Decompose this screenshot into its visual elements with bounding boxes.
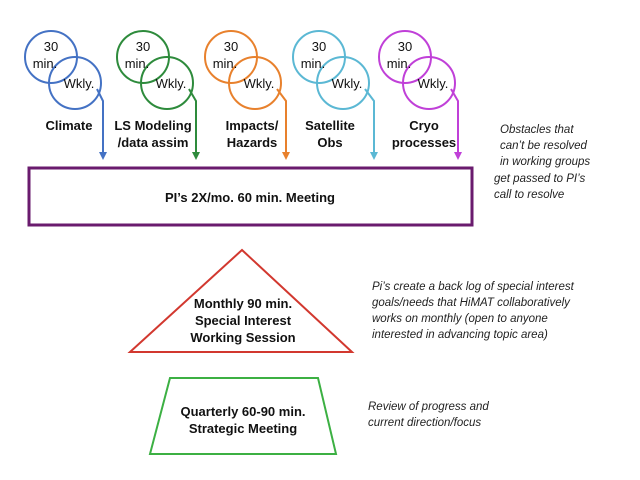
working-group-2: 30 min. Wkly. LS Modeling/data assim xyxy=(114,30,200,160)
obstacles-note-line-5: call to resolve xyxy=(494,189,564,201)
special-interest-triangle xyxy=(127,248,355,353)
frequency-bottom-3: Wkly. xyxy=(244,76,275,91)
pi-meeting-label: PI’s 2X/mo. 60 min. Meeting xyxy=(165,190,335,205)
review-note-line-2: current direction/focus xyxy=(368,417,481,429)
working-group-label-3-line-1: Impacts/ xyxy=(226,118,279,133)
backlog-note-line-2: goals/needs that HiMAT collaboratively xyxy=(372,297,571,309)
frequency-bottom-5: Wkly. xyxy=(418,76,449,91)
working-groups: 30 min. Wkly. Climate 30 min. Wkly. LS Modeling… xyxy=(24,30,462,160)
working-group-3: 30 min. Wkly. Impacts/Hazards xyxy=(204,30,290,160)
frequency-top2-5: min. xyxy=(387,56,412,71)
working-group-label-5-line-2: processes xyxy=(392,135,456,150)
escalation-arrow-2 xyxy=(188,88,200,160)
working-group-label-2-line-2: /data assim xyxy=(118,135,189,150)
working-group-5: 30 min. Wkly. Cryo processes xyxy=(378,30,462,160)
frequency-top-1: 30 xyxy=(44,39,58,54)
obstacles-note-line-3: in working groups xyxy=(500,156,590,168)
review-note: Review of progress and current direction… xyxy=(368,401,489,429)
frequency-top-4: 30 xyxy=(312,39,326,54)
duration-circle-3 xyxy=(228,56,282,110)
backlog-note: Pi’s create a back log of special intere… xyxy=(372,281,575,341)
backlog-note-line-4: interested in advancing topic area) xyxy=(372,329,548,341)
duration-circle-4 xyxy=(316,56,370,110)
working-group-label-2-line-1: LS Modeling xyxy=(114,118,191,133)
frequency-bottom-1: Wkly. xyxy=(64,76,95,91)
working-group-label-3-line-2: Hazards xyxy=(227,135,278,150)
duration-circle-5 xyxy=(402,56,456,110)
escalation-arrow-5 xyxy=(450,88,462,160)
working-group-label-5-line-1: Cryo xyxy=(409,118,439,133)
strategic-label-line-1: Quarterly 60-90 min. xyxy=(181,404,306,419)
frequency-bottom-4: Wkly. xyxy=(332,76,363,91)
duration-circle-2 xyxy=(140,56,194,110)
escalation-arrow-1 xyxy=(96,88,107,160)
frequency-top2-2: min. xyxy=(125,56,150,71)
escalation-arrow-3 xyxy=(276,88,290,160)
working-group-1: 30 min. Wkly. Climate xyxy=(24,30,107,160)
obstacles-note: Obstacles that can’t be resolved in work… xyxy=(494,124,590,201)
frequency-top-2: 30 xyxy=(136,39,150,54)
obstacles-note-line-2: can’t be resolved xyxy=(500,140,588,152)
special-interest-label-line-2: Special Interest xyxy=(195,313,292,328)
backlog-note-line-1: Pi’s create a back log of special intere… xyxy=(372,281,575,293)
frequency-top2-3: min. xyxy=(213,56,238,71)
backlog-note-line-3: works on monthly (open to anyone xyxy=(372,313,548,325)
duration-circle-1 xyxy=(48,56,102,110)
pi-meeting-box xyxy=(27,166,474,227)
frequency-bottom-2: Wkly. xyxy=(156,76,187,91)
obstacles-note-line-4: get passed to PI’s xyxy=(494,173,585,185)
working-group-4: 30 min. Wkly. Satellite Obs xyxy=(292,30,378,160)
strategic-label-line-2: Strategic Meeting xyxy=(189,421,297,436)
special-interest-label-line-3: Working Session xyxy=(190,330,295,345)
special-interest-label-line-1: Monthly 90 min. xyxy=(194,296,292,311)
frequency-top-5: 30 xyxy=(398,39,412,54)
escalation-arrow-4 xyxy=(364,88,378,160)
frequency-top2-1: min. xyxy=(33,56,58,71)
working-group-label-1-line-1: Climate xyxy=(46,118,93,133)
frequency-top2-4: min. xyxy=(301,56,326,71)
working-group-label-4-line-2: Obs xyxy=(317,135,342,150)
strategic-meeting-trapezoid xyxy=(148,377,338,455)
obstacles-note-line-1: Obstacles that xyxy=(500,124,574,136)
working-group-label-4-line-1: Satellite xyxy=(305,118,355,133)
frequency-top-3: 30 xyxy=(224,39,238,54)
review-note-line-1: Review of progress and xyxy=(368,401,489,413)
